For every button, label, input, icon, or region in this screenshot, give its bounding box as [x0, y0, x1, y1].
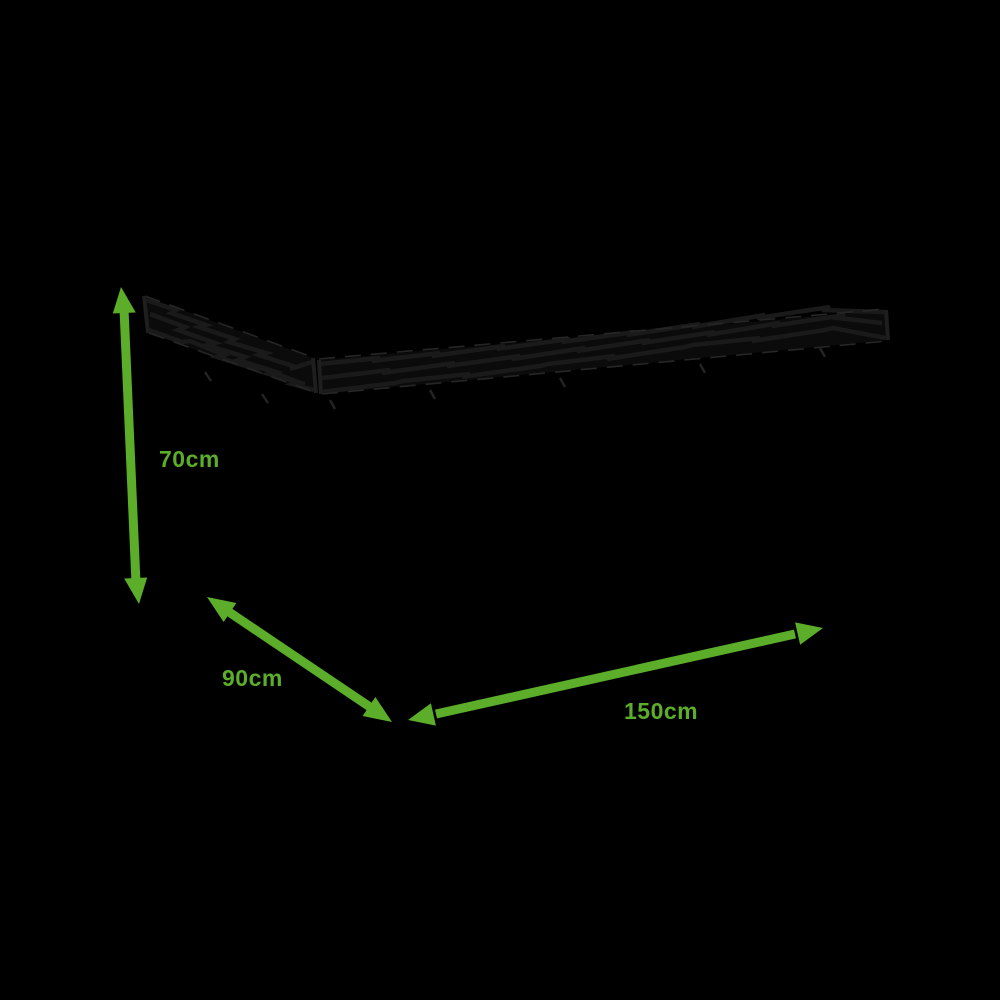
height-dimension-label: 70cm	[159, 446, 220, 472]
arrowhead-up-left-icon	[207, 597, 237, 622]
sketch-left-top-edge	[144, 295, 313, 358]
arrowhead-down-icon	[124, 577, 148, 604]
sketch-right-scribble-3	[320, 325, 887, 395]
height-arrow-shaft	[119, 308, 141, 584]
sketch-left-bottom-edge	[148, 332, 315, 393]
sketch-right-scribble-1	[319, 304, 885, 367]
sketch-left-end-cap	[142, 295, 318, 394]
height-dimension-arrow	[112, 287, 148, 604]
sketch-right-top-edge	[318, 308, 886, 360]
sketch-right-scribble-2	[321, 312, 883, 381]
arrowhead-down-right-icon	[362, 697, 392, 722]
width-arrow-shaft	[435, 629, 796, 719]
width-dimension-label: 150cm	[624, 698, 699, 724]
arrowhead-right-icon	[795, 622, 823, 645]
arrowhead-left-icon	[408, 703, 436, 726]
sketch-left-scribble-1	[145, 297, 313, 372]
sketch-hatch-ticks	[204, 347, 827, 410]
sketch-right-bottom-edge	[321, 340, 888, 395]
depth-dimension-arrow	[207, 597, 392, 722]
sketch-left-scribble-3	[148, 327, 315, 393]
arrowhead-up-icon	[112, 287, 136, 314]
dimension-sketch	[142, 295, 890, 410]
sketch-right-end-cap	[317, 309, 890, 395]
width-dimension-arrow	[408, 622, 823, 726]
depth-dimension-label: 90cm	[222, 665, 283, 691]
depth-arrow-shaft	[226, 608, 373, 711]
